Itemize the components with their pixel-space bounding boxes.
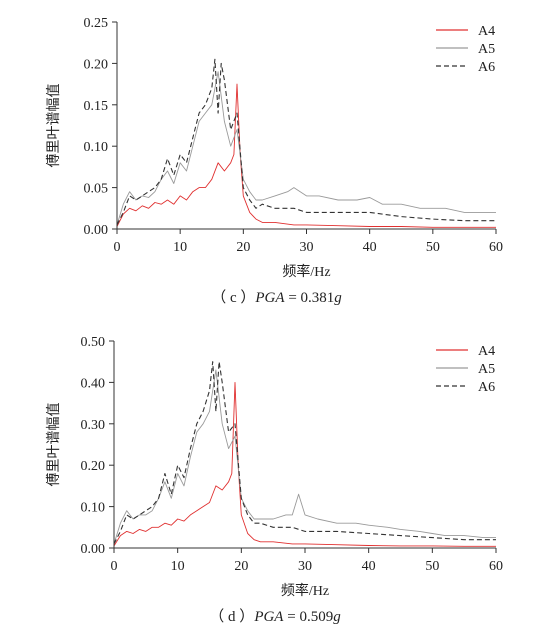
caption-value: = 0.509 xyxy=(283,609,333,625)
series-line-a4 xyxy=(113,381,496,547)
caption-prefix: （ d ） xyxy=(209,608,254,625)
x-tick-label: 60 xyxy=(489,240,503,255)
x-tick-label: 20 xyxy=(236,240,250,255)
y-tick-label: 0.05 xyxy=(84,182,109,197)
y-tick-label: 0.25 xyxy=(84,16,109,31)
legend-label-a6: A6 xyxy=(478,380,495,395)
x-axis-label: 频率/Hz xyxy=(282,263,330,280)
series-line-a4 xyxy=(116,83,496,228)
x-tick-label: 50 xyxy=(425,559,439,574)
series-line-a6 xyxy=(113,361,496,545)
x-tick-label: 0 xyxy=(114,240,121,255)
y-tick-label: 0.30 xyxy=(81,418,106,433)
x-tick-label: 10 xyxy=(173,240,187,255)
y-tick-label: 0.20 xyxy=(84,57,109,72)
caption-prefix: （ c ） xyxy=(211,289,255,306)
series-line-a5 xyxy=(113,369,496,545)
y-axis-label: 傅里叶谱幅值 xyxy=(46,84,62,168)
legend-label-a5: A5 xyxy=(478,42,495,57)
y-tick-label: 0.40 xyxy=(81,376,106,391)
x-tick-label: 0 xyxy=(111,559,118,574)
chart-panel-d: 0 10 20 30 40 50 60 0.00 0.10 0.20 0.30 0.40 0.50 频率/… xyxy=(46,335,503,625)
caption-variable: PGA xyxy=(254,290,285,306)
x-tick-label: 30 xyxy=(300,240,314,255)
figure-caption: （ c ）PGA = 0.381g xyxy=(211,289,342,306)
legend-label-a4: A4 xyxy=(478,344,495,359)
x-tick-label: 40 xyxy=(363,240,377,255)
x-tick-label: 10 xyxy=(171,559,185,574)
x-tick-label: 20 xyxy=(234,559,248,574)
legend: A4 A5 A6 xyxy=(436,344,495,395)
caption-value: = 0.381 xyxy=(285,290,335,306)
legend-label-a6: A6 xyxy=(478,60,495,75)
x-tick-label: 50 xyxy=(426,240,440,255)
legend: A4 A5 A6 xyxy=(436,24,495,75)
figure-caption: （ d ）PGA = 0.509g xyxy=(209,608,341,625)
series-line-a5 xyxy=(116,71,496,226)
x-axis-label: 频率/Hz xyxy=(281,582,329,599)
caption-variable: PGA xyxy=(253,609,284,625)
y-tick-label: 0.10 xyxy=(81,501,106,516)
y-tick-label: 0.00 xyxy=(81,542,106,557)
y-tick-label: 0.10 xyxy=(84,140,109,155)
legend-label-a5: A5 xyxy=(478,362,495,377)
y-axis-label: 傅里叶谱幅值 xyxy=(46,403,62,487)
y-tick-label: 0.00 xyxy=(84,223,109,238)
y-tick-label: 0.15 xyxy=(84,99,109,114)
x-tick-label: 30 xyxy=(298,559,312,574)
y-tick-label: 0.50 xyxy=(81,335,106,350)
legend-label-a4: A4 xyxy=(478,24,495,39)
y-tick-label: 0.20 xyxy=(81,459,106,474)
chart-panel-c: 0 10 20 30 40 50 60 0.00 0.05 0.10 0.15 0.20 0.25 频率/… xyxy=(46,16,503,306)
caption-unit: g xyxy=(333,609,341,625)
x-tick-label: 40 xyxy=(362,559,376,574)
x-tick-label: 60 xyxy=(489,559,503,574)
caption-unit: g xyxy=(334,290,342,306)
series-line-a6 xyxy=(116,58,496,226)
